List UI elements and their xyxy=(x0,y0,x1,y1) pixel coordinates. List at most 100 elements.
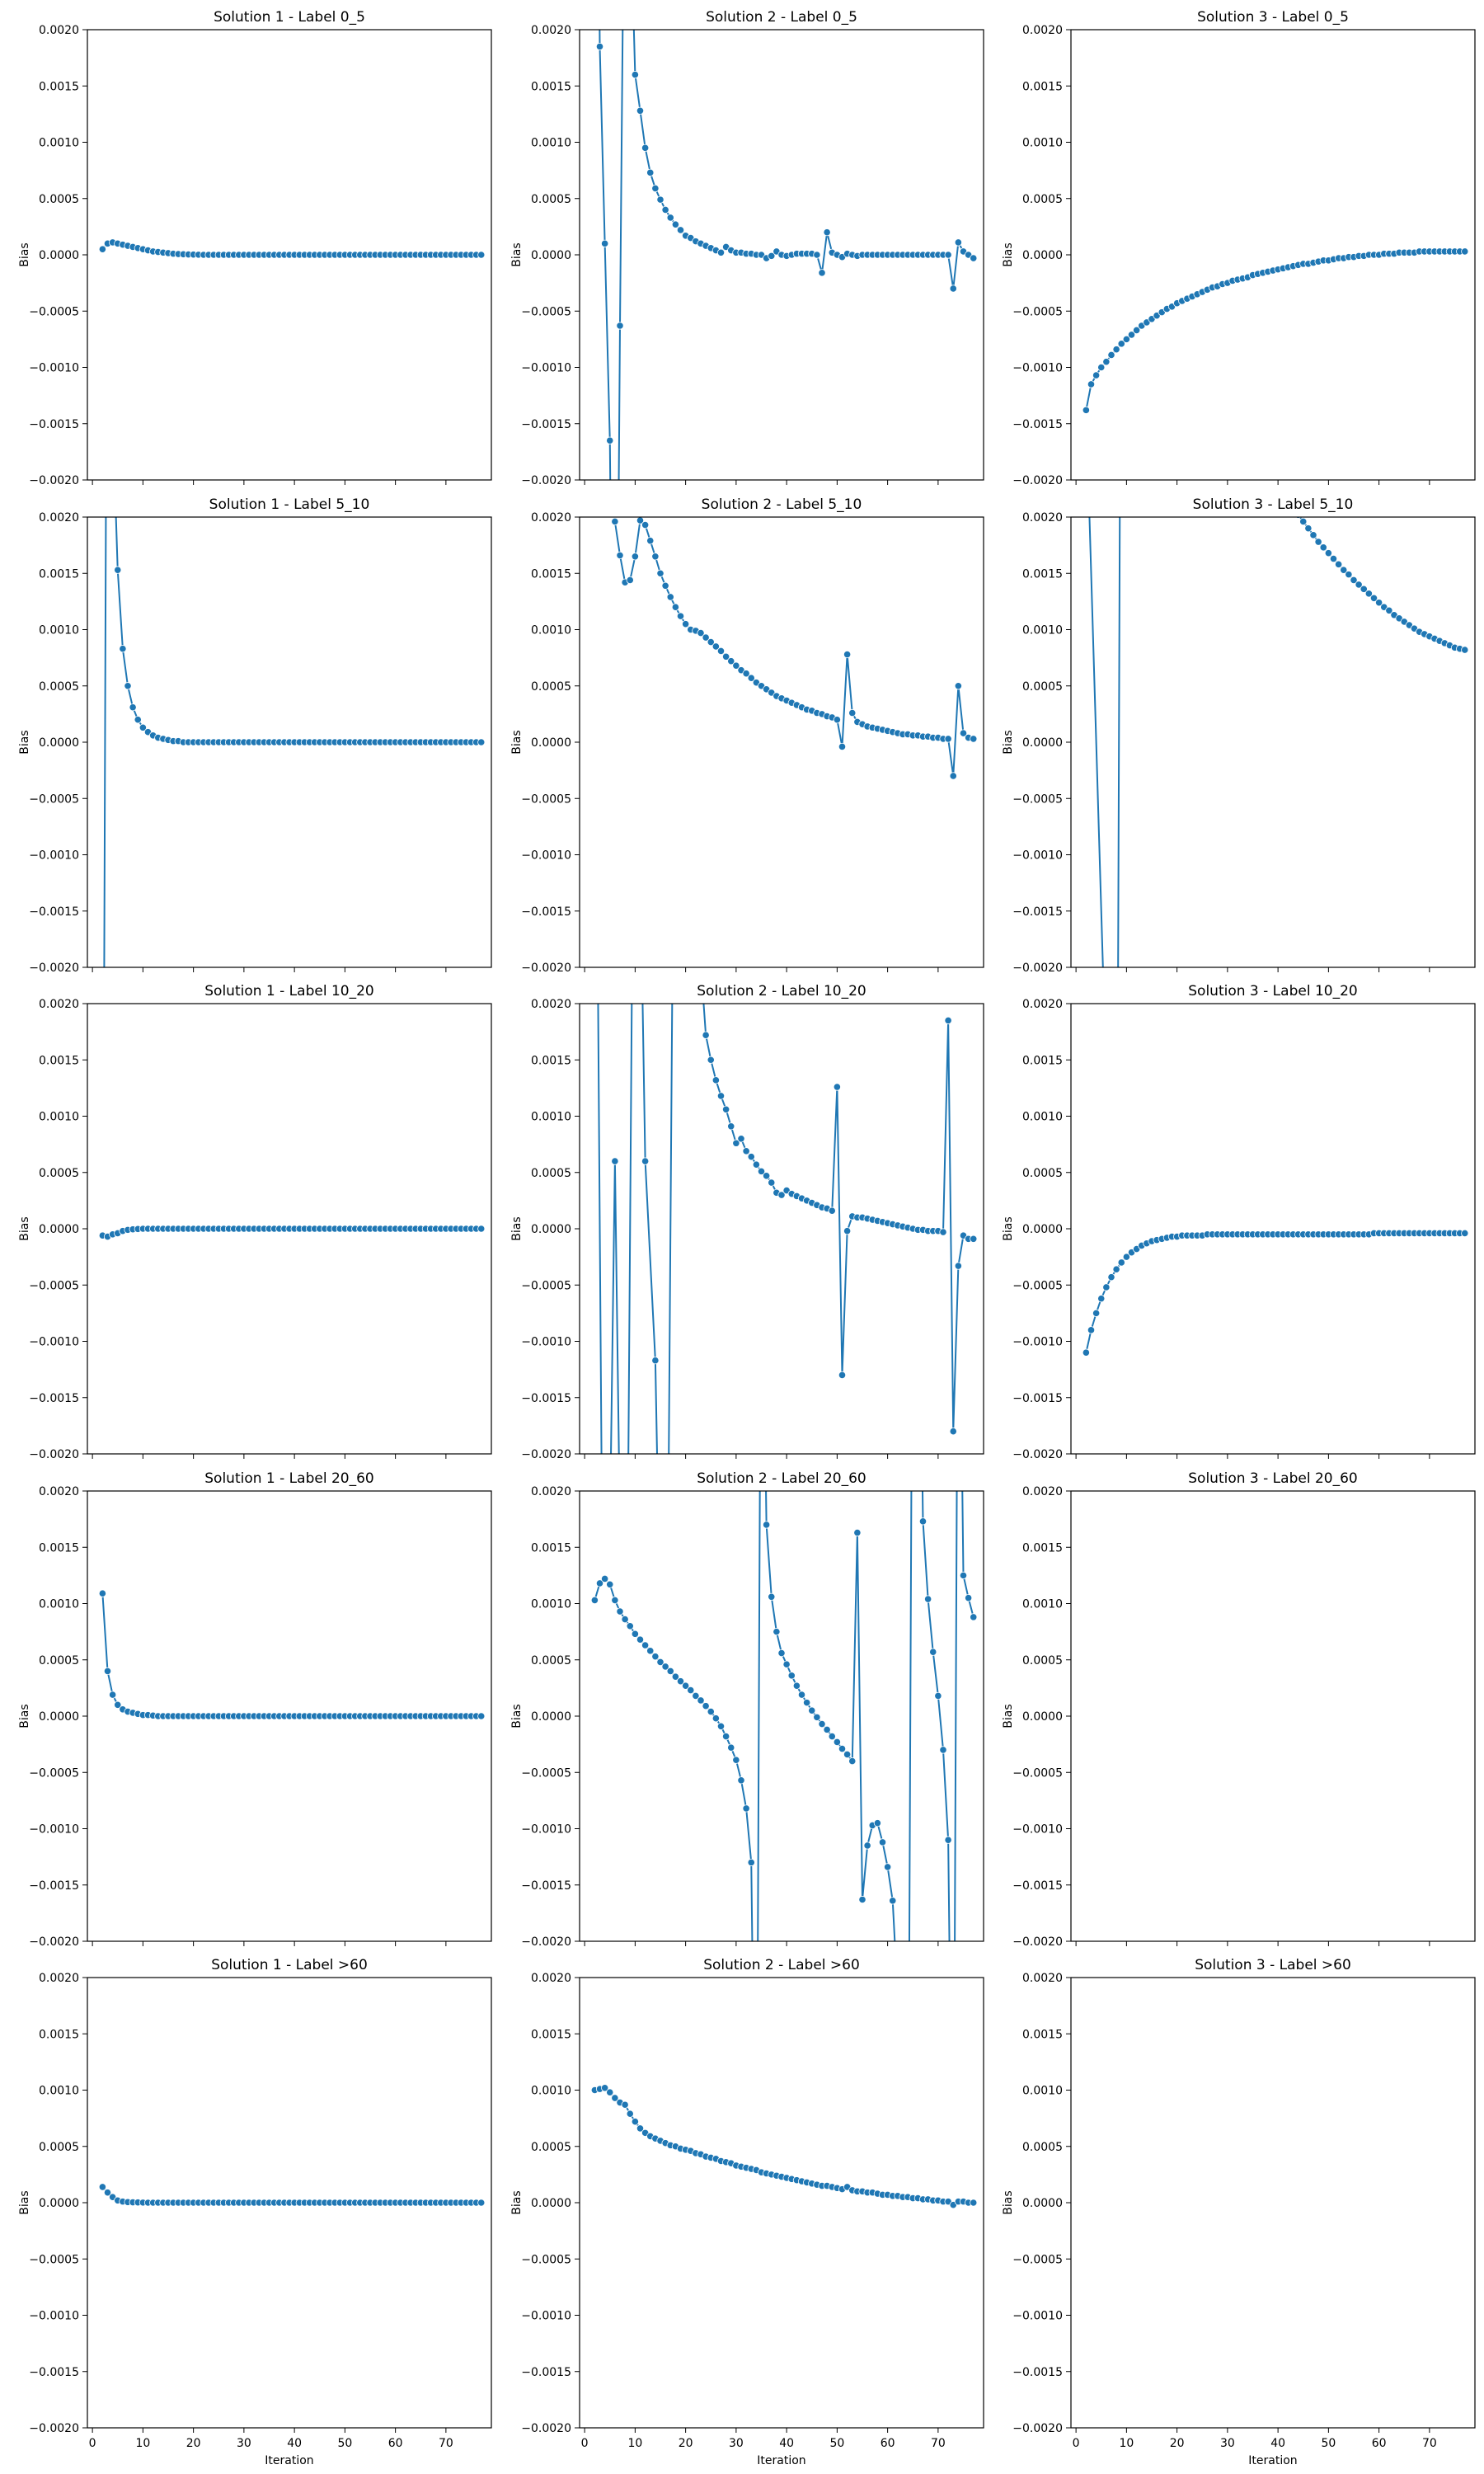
data-point xyxy=(601,1901,608,1907)
data-point xyxy=(616,551,624,560)
data-point xyxy=(595,42,604,51)
y-tick-label: 0.0010 xyxy=(39,137,79,150)
y-tick-label: 0.0015 xyxy=(531,80,571,93)
data-point xyxy=(590,1596,599,1605)
data-point xyxy=(616,1607,624,1616)
data-point xyxy=(641,1641,650,1649)
data-point xyxy=(1309,531,1317,539)
data-point xyxy=(651,184,660,193)
y-tick-label: −0.0005 xyxy=(29,1279,79,1292)
data-point xyxy=(752,1160,760,1169)
plot-area xyxy=(98,1589,486,1720)
data-point xyxy=(1364,590,1373,598)
subplot-title: Solution 2 - Label 10_20 xyxy=(697,983,866,999)
y-tick-label: 0.0000 xyxy=(1022,1710,1063,1724)
y-tick-label: −0.0015 xyxy=(521,1879,571,1893)
x-tick-label: 40 xyxy=(287,2437,302,2450)
data-point xyxy=(1209,355,1215,361)
data-point xyxy=(477,2199,486,2207)
data-point xyxy=(843,1227,852,1235)
data-point xyxy=(692,1691,700,1700)
data-point xyxy=(1123,91,1129,97)
data-point xyxy=(873,1819,881,1827)
y-tick-label: 0.0020 xyxy=(39,511,79,524)
data-point xyxy=(702,1031,710,1039)
data-point xyxy=(707,1707,715,1716)
y-tick-label: 0.0005 xyxy=(1022,1654,1063,1667)
y-axis-label: Bias xyxy=(18,1704,31,1728)
y-tick-label: 0.0015 xyxy=(531,1541,571,1554)
y-axis-label: Bias xyxy=(1002,730,1015,754)
y-tick-label: −0.0015 xyxy=(29,418,79,431)
data-point xyxy=(808,1706,816,1714)
y-tick-label: 0.0000 xyxy=(39,1710,79,1724)
data-point xyxy=(727,1743,735,1752)
series-line xyxy=(1085,1232,1465,1353)
y-tick-label: −0.0010 xyxy=(521,1336,571,1349)
data-point xyxy=(843,650,852,659)
y-tick-label: 0.0005 xyxy=(39,1654,79,1667)
axes-frame xyxy=(87,29,492,481)
data-point xyxy=(965,1594,973,1602)
data-point xyxy=(838,742,847,751)
data-point xyxy=(1234,410,1241,416)
data-point xyxy=(641,520,650,529)
x-tick-label: 30 xyxy=(237,2437,251,2450)
axes-frame xyxy=(579,1490,984,1942)
y-tick-label: 0.0020 xyxy=(39,998,79,1011)
data-point xyxy=(656,1658,665,1667)
data-point xyxy=(959,1571,968,1579)
y-tick-label: 0.0005 xyxy=(531,1654,571,1667)
axes-frame xyxy=(87,1003,492,1455)
data-point xyxy=(909,1150,916,1156)
data-point xyxy=(477,1225,486,1233)
y-tick-label: 0.0010 xyxy=(531,137,571,150)
data-point xyxy=(129,703,137,712)
y-tick-label: 0.0010 xyxy=(531,624,571,637)
plot-area xyxy=(98,2183,486,2207)
data-point xyxy=(651,553,660,561)
data-point xyxy=(711,642,720,651)
y-tick-label: 0.0020 xyxy=(1022,1972,1063,1985)
y-tick-label: 0.0005 xyxy=(1022,193,1063,206)
y-tick-label: 0.0015 xyxy=(39,2028,79,2041)
data-point xyxy=(843,1750,852,1759)
data-point xyxy=(818,269,826,277)
y-tick-label: −0.0020 xyxy=(1012,962,1063,975)
data-point xyxy=(656,195,665,204)
y-tick-label: −0.0005 xyxy=(521,1766,571,1780)
data-point xyxy=(606,2088,614,2096)
subplot-s2_0_5: Solution 2 - Label 0_5 0.0020 0.0015 0.0010… xyxy=(510,9,984,990)
data-point xyxy=(1082,406,1090,414)
data-point xyxy=(611,517,619,526)
plot-area xyxy=(595,30,978,990)
data-point xyxy=(616,322,624,330)
y-tick-label: 0.0000 xyxy=(39,2197,79,2210)
subplot-title: Solution 3 - Label 10_20 xyxy=(1188,983,1357,999)
y-tick-label: 0.0005 xyxy=(531,1167,571,1180)
y-tick-label: 0.0005 xyxy=(39,193,79,206)
x-tick-label: 20 xyxy=(679,2437,693,2450)
data-point xyxy=(621,1616,629,1624)
data-point xyxy=(621,2100,629,2109)
plot-area xyxy=(597,1004,978,1907)
axes-frame xyxy=(579,29,984,481)
data-point xyxy=(651,1653,660,1661)
data-point xyxy=(950,2275,956,2282)
data-point xyxy=(1144,165,1150,172)
plot-area xyxy=(1088,91,1469,967)
data-point xyxy=(612,983,618,990)
data-point xyxy=(1375,599,1383,607)
y-tick-label: 0.0015 xyxy=(39,1541,79,1554)
data-point xyxy=(959,729,968,737)
y-tick-label: 0.0010 xyxy=(1022,624,1063,637)
data-point xyxy=(722,1732,730,1741)
data-point xyxy=(722,1105,730,1113)
x-tick-label: 60 xyxy=(881,2437,895,2450)
data-point xyxy=(939,1228,947,1236)
y-tick-label: 0.0000 xyxy=(1022,736,1063,750)
subplot-s1_gt60: Solution 1 - Label >60 0.0020 0.0015 0.0010… xyxy=(18,1957,492,2467)
data-point xyxy=(757,1167,766,1175)
data-point xyxy=(1254,449,1261,455)
